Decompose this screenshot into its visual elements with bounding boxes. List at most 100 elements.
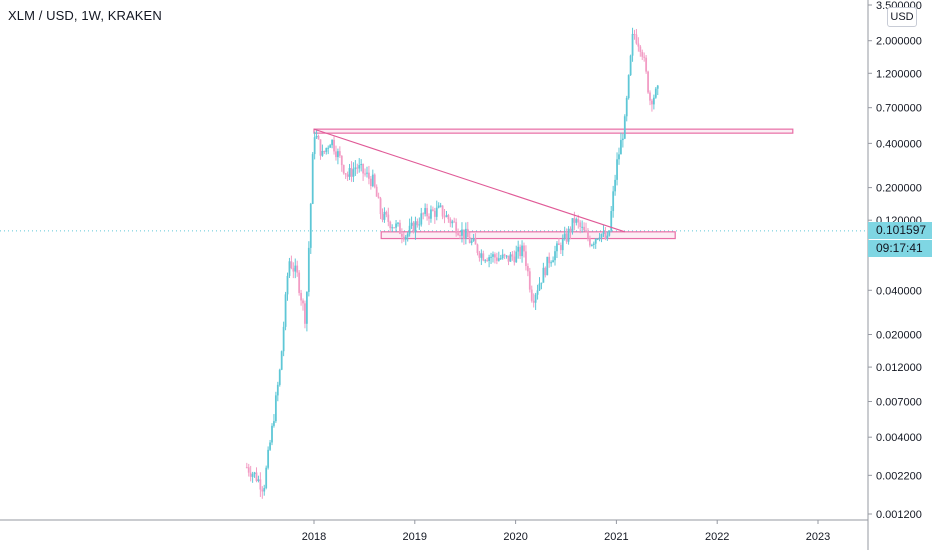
candle — [538, 277, 541, 292]
candle — [513, 250, 516, 266]
candle — [620, 132, 622, 155]
candle — [476, 243, 479, 256]
candle — [292, 262, 295, 279]
candle — [635, 28, 638, 45]
candle — [592, 241, 595, 249]
candle — [344, 173, 347, 180]
candle — [453, 217, 456, 223]
candle — [249, 465, 252, 482]
candle — [290, 255, 293, 270]
candle — [383, 207, 386, 223]
x-tick-label: 2022 — [705, 531, 729, 543]
y-tick-label: 0.020000 — [876, 330, 922, 342]
candle — [497, 251, 500, 262]
chart-title: XLM / USD, 1W, KRAKEN — [8, 8, 162, 23]
candle — [511, 251, 514, 261]
candle — [464, 222, 467, 245]
candle — [414, 216, 417, 240]
y-tick-label: 0.004000 — [876, 432, 922, 444]
candle — [315, 129, 318, 139]
candle — [474, 233, 477, 245]
y-tick-label: 1.200000 — [876, 68, 922, 80]
candle — [480, 249, 483, 266]
candle — [360, 159, 363, 172]
candle — [468, 232, 471, 244]
candle — [340, 155, 343, 172]
candle — [507, 255, 510, 266]
candle — [482, 250, 485, 262]
candle — [652, 94, 655, 110]
candle — [544, 266, 547, 278]
candle — [608, 230, 611, 237]
candle — [641, 49, 644, 61]
candle — [408, 218, 411, 237]
candle — [614, 174, 617, 196]
candle — [590, 243, 593, 247]
candle — [499, 254, 502, 261]
support-zone[interactable] — [380, 231, 676, 240]
candle — [526, 263, 529, 277]
candle — [400, 228, 403, 244]
candle — [338, 146, 341, 158]
candle — [643, 52, 646, 62]
y-tick-label: 0.002200 — [876, 470, 922, 482]
candle — [311, 152, 314, 205]
candle — [575, 217, 578, 226]
candle — [449, 217, 452, 228]
candle — [488, 254, 491, 268]
candle — [569, 226, 572, 240]
candle — [494, 252, 496, 264]
candle — [329, 143, 332, 148]
y-tick-label: 0.012000 — [876, 362, 922, 374]
candle — [561, 234, 564, 257]
candle — [536, 284, 539, 300]
x-tick-label: 2021 — [604, 531, 628, 543]
candle — [271, 423, 273, 446]
candle — [327, 145, 330, 155]
candle — [319, 139, 322, 160]
candle — [525, 245, 527, 271]
candle — [492, 251, 494, 263]
candle — [402, 232, 405, 242]
candle — [255, 467, 258, 483]
trendline[interactable] — [313, 128, 625, 233]
candle — [457, 228, 459, 236]
candle — [600, 233, 603, 243]
candle — [441, 205, 444, 220]
candle — [451, 219, 454, 228]
candle — [321, 144, 324, 157]
candle — [602, 224, 605, 238]
candle — [282, 321, 285, 357]
candle — [647, 70, 649, 94]
candle — [362, 163, 365, 181]
candle — [354, 160, 357, 176]
candle — [273, 414, 275, 428]
candle — [633, 29, 636, 40]
currency-button[interactable]: USD — [887, 7, 917, 27]
candle — [284, 291, 287, 331]
candle — [503, 253, 506, 260]
candle — [594, 238, 597, 249]
candle — [649, 90, 651, 106]
candle — [420, 207, 423, 227]
candle — [377, 192, 380, 199]
candle — [554, 245, 556, 266]
candle — [484, 259, 487, 264]
y-tick-label: 0.040000 — [876, 285, 922, 297]
candles-layer — [245, 27, 659, 499]
candle — [589, 235, 591, 248]
candle — [585, 222, 587, 233]
candle — [645, 55, 648, 74]
candle — [428, 213, 430, 226]
candle — [317, 134, 320, 140]
candle — [280, 350, 283, 371]
candle — [269, 439, 271, 452]
resistance-zone[interactable] — [313, 128, 794, 134]
candle — [623, 114, 626, 140]
x-tick-label: 2018 — [302, 531, 326, 543]
candle — [534, 292, 537, 310]
candle — [404, 234, 407, 246]
candle — [342, 164, 345, 175]
